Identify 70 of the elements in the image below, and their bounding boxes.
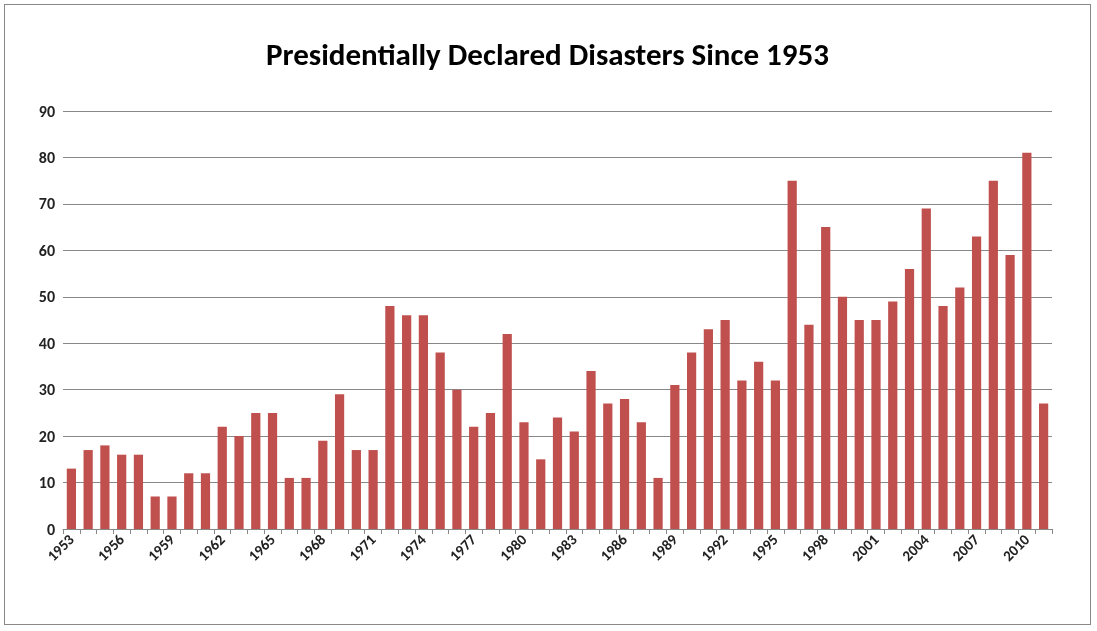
bar (971, 236, 982, 529)
bar (837, 296, 848, 529)
bar (619, 398, 630, 529)
bar (787, 180, 797, 529)
bar (402, 315, 412, 529)
bar (418, 315, 429, 529)
bar (938, 306, 948, 529)
bar (368, 450, 378, 529)
bar (586, 371, 596, 529)
bar (686, 352, 697, 529)
bar (955, 287, 965, 529)
bar (854, 320, 864, 529)
y-tick-label: 80 (38, 147, 55, 167)
bar (217, 426, 227, 529)
bar (150, 496, 160, 529)
bar (485, 412, 496, 529)
bar (351, 450, 361, 529)
bar (670, 385, 680, 529)
bar (569, 431, 579, 529)
y-tick-label: 0 (46, 519, 55, 539)
bar (435, 352, 445, 529)
bar (133, 454, 144, 529)
bar (1005, 254, 1015, 529)
y-tick-label: 50 (38, 287, 55, 307)
y-tick-label: 30 (38, 380, 55, 400)
bar (251, 412, 261, 529)
bar (603, 403, 613, 529)
bar (469, 426, 479, 529)
bar (636, 422, 646, 529)
y-tick-label: 10 (38, 473, 55, 493)
bar (1039, 403, 1049, 529)
y-tick-label: 70 (38, 194, 55, 214)
bar (334, 394, 345, 529)
bar (921, 208, 931, 529)
y-tick-label: 90 (38, 101, 55, 121)
bar (552, 417, 563, 529)
bar (267, 412, 278, 529)
bar (284, 477, 294, 529)
bar (502, 333, 512, 529)
bar (536, 459, 546, 529)
bar (988, 180, 998, 529)
bar (720, 320, 730, 529)
bar (66, 468, 76, 529)
bar (770, 380, 781, 529)
bar (117, 454, 127, 529)
bar (452, 389, 462, 529)
y-tick-label: 20 (38, 426, 55, 446)
bar (200, 473, 211, 529)
bar (653, 477, 663, 529)
bar (167, 496, 177, 529)
bar (888, 301, 898, 529)
bar (703, 329, 713, 529)
bar (100, 445, 110, 529)
bar (301, 477, 311, 529)
bar (1022, 152, 1032, 529)
bar (871, 320, 881, 529)
bar (184, 473, 194, 529)
bar (318, 440, 328, 529)
bar (737, 380, 747, 529)
bar (519, 422, 529, 529)
bar (754, 361, 764, 529)
bar (385, 306, 395, 529)
y-tick-label: 40 (38, 333, 55, 353)
bar (821, 227, 831, 529)
bar (234, 436, 244, 529)
bar (804, 324, 814, 529)
bar (904, 268, 915, 529)
bar (83, 450, 93, 529)
y-tick-label: 60 (38, 240, 55, 260)
chart-title: Presidentially Declared Disasters Since 1953 (266, 34, 829, 73)
